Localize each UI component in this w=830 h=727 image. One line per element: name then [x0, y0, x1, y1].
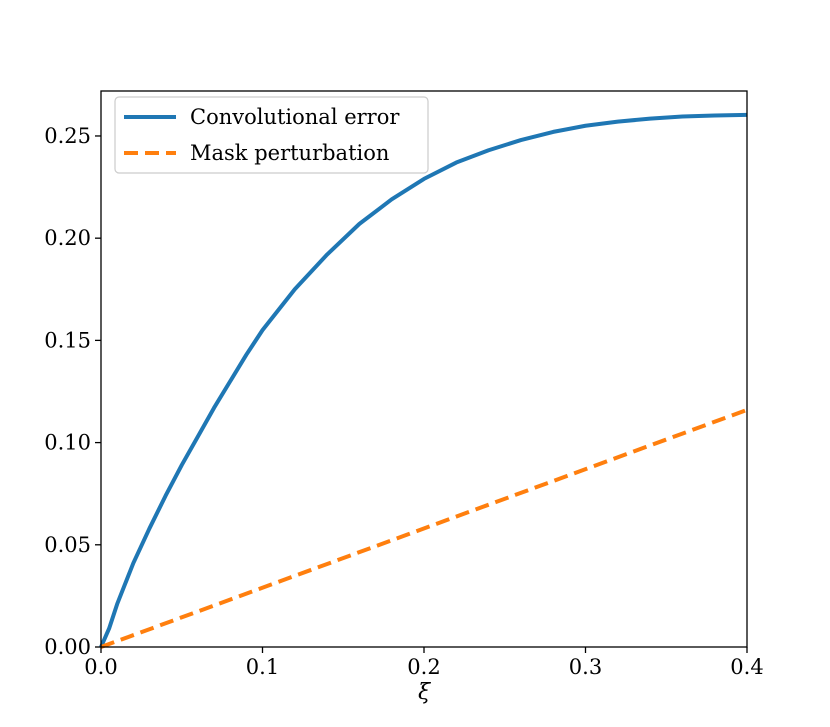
y-tick-label: 0.20	[44, 226, 91, 250]
y-tick-label: 0.15	[44, 328, 91, 352]
series-line-1	[99, 112, 748, 648]
legend: Convolutional error Mask perturbation	[114, 96, 429, 174]
legend-label-1: Convolutional error	[190, 105, 400, 129]
x-axis-label: ξ	[418, 680, 432, 705]
y-tick-label: 0.25	[44, 124, 91, 148]
legend-box	[114, 96, 429, 174]
y-tick-label: 0.00	[44, 635, 91, 659]
x-tick-label: 0.2	[407, 655, 440, 679]
y-axis-ticks: 0.00 0.05 0.10 0.15 0.20 0.25	[44, 124, 101, 659]
x-tick-label: 0.3	[569, 655, 602, 679]
x-tick-label: 0.0	[84, 655, 117, 679]
legend-label-2: Mask perturbation	[190, 141, 389, 165]
y-tick-label: 0.05	[44, 533, 91, 557]
y-tick-label: 0.10	[44, 431, 91, 455]
x-axis-ticks: 0.0 0.1 0.2 0.3 0.4	[84, 647, 764, 679]
x-tick-label: 0.1	[246, 655, 279, 679]
plot-lines	[99, 112, 748, 649]
series-line-2	[100, 408, 748, 649]
x-tick-label: 0.4	[730, 655, 763, 679]
